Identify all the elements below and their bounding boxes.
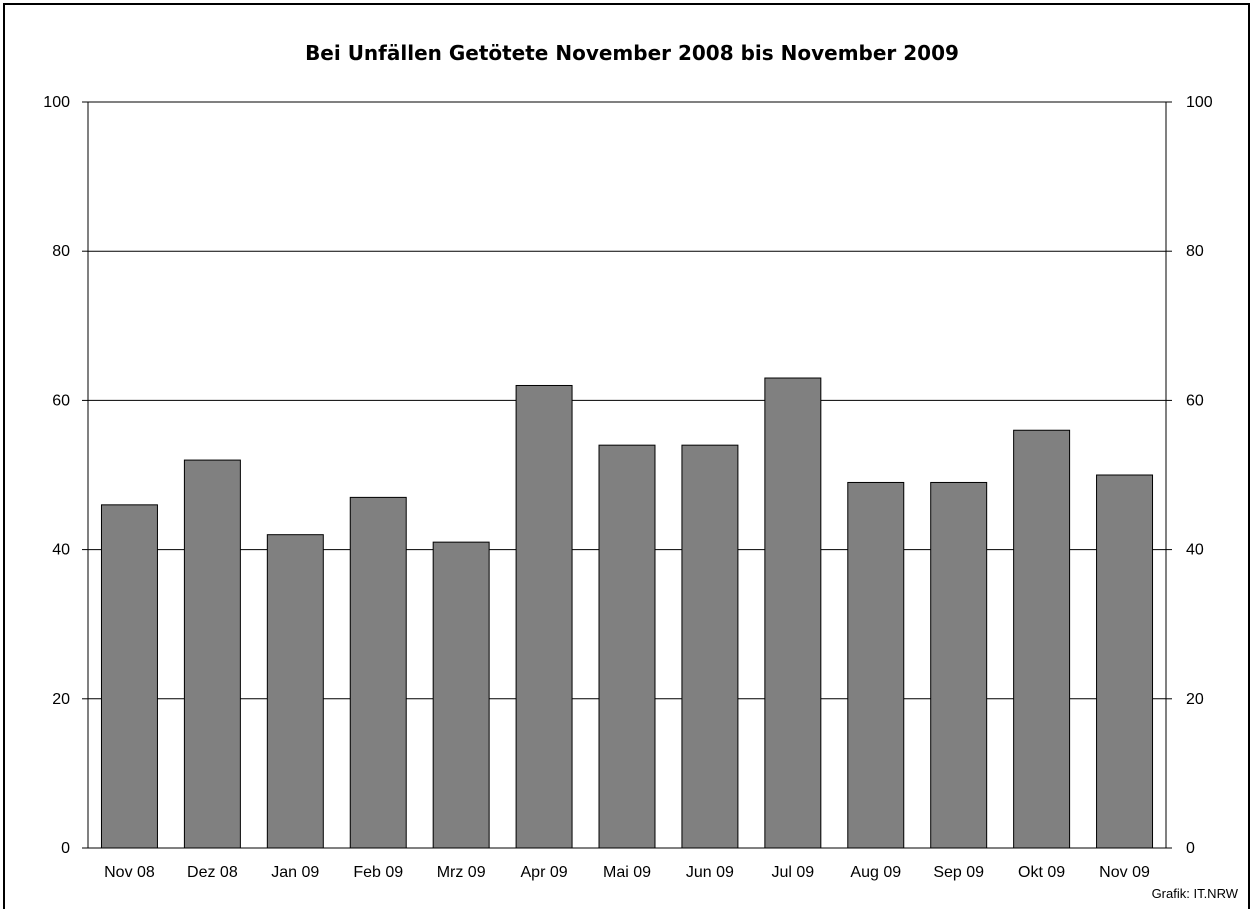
bar bbox=[598, 444, 656, 849]
bar bbox=[432, 541, 490, 849]
bar bbox=[349, 496, 407, 849]
bar bbox=[1013, 429, 1071, 849]
y-axis-right-ticks: 0 20 40 60 80 100 bbox=[1186, 94, 1213, 857]
y-tick-label-right: 20 bbox=[1186, 691, 1204, 708]
x-tick-label: Nov 09 bbox=[1099, 864, 1150, 881]
y-tick-label-left: 20 bbox=[52, 691, 70, 708]
bar bbox=[681, 444, 739, 849]
y-tick-label-left: 80 bbox=[52, 243, 70, 260]
bar bbox=[515, 384, 573, 849]
bar bbox=[183, 459, 241, 849]
bar bbox=[1096, 474, 1154, 849]
x-axis-labels: Nov 08 Dez 08 Jan 09 Feb 09 Mrz 09 Apr 09 Mai … bbox=[104, 864, 1150, 881]
y-tick-label-left: 60 bbox=[52, 392, 70, 409]
x-tick-label: Mai 09 bbox=[603, 864, 651, 881]
bar bbox=[100, 504, 158, 849]
bar bbox=[847, 481, 905, 849]
chart-title: Bei Unfällen Getötete November 2008 bis … bbox=[305, 41, 959, 65]
x-tick-label: Feb 09 bbox=[353, 864, 403, 881]
source-credit: Grafik: IT.NRW bbox=[1152, 886, 1239, 901]
x-tick-label: Mrz 09 bbox=[437, 864, 486, 881]
y-tick-label-right: 40 bbox=[1186, 542, 1204, 559]
bar bbox=[266, 534, 324, 849]
x-tick-label: Nov 08 bbox=[104, 864, 155, 881]
x-tick-label: Aug 09 bbox=[850, 864, 901, 881]
x-tick-label: Jun 09 bbox=[686, 864, 734, 881]
bar bbox=[764, 377, 822, 849]
y-tick-label-left: 40 bbox=[52, 542, 70, 559]
x-tick-label: Jul 09 bbox=[771, 864, 814, 881]
y-tick-label-right: 80 bbox=[1186, 243, 1204, 260]
y-tick-label-left: 100 bbox=[43, 94, 70, 111]
x-tick-label: Apr 09 bbox=[521, 864, 568, 881]
y-axis-left-ticks: 0 20 40 60 80 100 bbox=[43, 94, 70, 857]
y-tick-label-left: 0 bbox=[61, 840, 70, 857]
bar bbox=[930, 481, 988, 849]
x-tick-label: Dez 08 bbox=[187, 864, 238, 881]
y-tick-label-right: 0 bbox=[1186, 840, 1195, 857]
x-tick-label: Okt 09 bbox=[1018, 864, 1065, 881]
axes bbox=[82, 101, 1172, 849]
x-tick-label: Jan 09 bbox=[271, 864, 319, 881]
x-tick-label: Sep 09 bbox=[933, 864, 984, 881]
y-tick-label-right: 60 bbox=[1186, 392, 1204, 409]
bars bbox=[100, 377, 1154, 849]
y-tick-label-right: 100 bbox=[1186, 94, 1213, 111]
